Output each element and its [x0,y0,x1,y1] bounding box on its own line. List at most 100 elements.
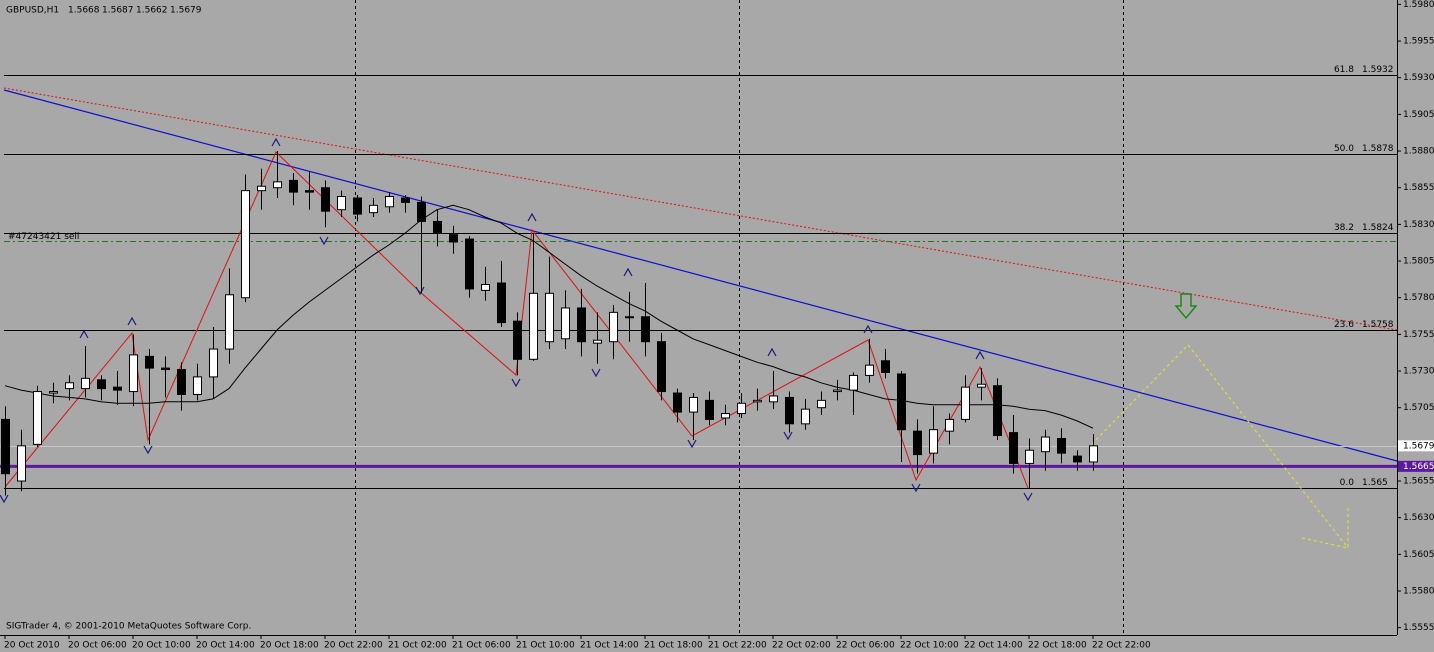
candle-body [913,430,922,456]
candle-body [1089,445,1098,463]
x-tick-label: 20 Oct 2010 [4,641,60,651]
fractal-down [415,286,425,296]
candle-body [193,376,202,395]
y-tick-label: 1.5855 [1403,183,1434,193]
candle-body [961,386,970,420]
candle-body [1041,436,1050,453]
fractal-up [527,212,537,222]
chart-title: GBPUSD,H1 [6,6,59,16]
fib-ratio: 38.2 [1334,223,1354,233]
x-tick-label: 22 Oct 10:00 [900,641,959,651]
y-tick-label: 1.5980 [1403,0,1434,10]
candle-body [641,316,650,343]
x-tick-label: 20 Oct 06:00 [68,641,127,651]
x-tick-label: 21 Oct 10:00 [516,641,575,651]
candle-body [689,396,698,413]
fractal-down [591,368,601,378]
candle-body [801,408,810,425]
fib-price: 1.565 [1362,478,1388,488]
trend-line [3,89,1398,462]
x-tick-label: 21 Oct 02:00 [388,641,447,651]
y-tick-label: 1.5605 [1403,550,1434,560]
candle-body [401,197,410,203]
x-tick-label: 22 Oct 06:00 [836,641,895,651]
candle-body [769,395,778,403]
fib-price: 1.5878 [1362,144,1394,154]
candle-body [497,282,506,324]
candle-body [897,373,906,431]
x-tick-label: 21 Oct 22:00 [708,641,767,651]
x-tick-label: 22 Oct 22:00 [1092,641,1151,651]
ohlc-open: 1.5668 [68,6,100,16]
candle-body [561,307,570,340]
fractal-down [143,445,153,455]
current-price-box [1398,440,1434,452]
fractal-up [127,316,137,326]
copyright: SIGTrader 4, © 2001-2010 MetaQuotes Soft… [6,622,251,632]
ohlc-high: 1.5687 [102,6,134,16]
plot [0,75,1397,489]
order-label: #47243421 sell [8,232,79,242]
fractal-up [271,137,281,147]
x-tick-label: 20 Oct 22:00 [324,641,383,651]
fib-ratio: 61.8 [1334,65,1354,75]
candle-body [145,355,154,369]
candle-body [273,181,282,189]
fractal-up [79,329,89,339]
candle-body [721,413,730,419]
candle-body [433,220,442,234]
x-tick-label: 21 Oct 14:00 [580,641,639,651]
ohlc-close: 1.5679 [170,6,202,16]
candle-body [49,391,58,394]
candle-body [481,284,490,291]
candle-body [257,185,266,192]
y-tick-label: 1.5780 [1403,293,1434,303]
fractal-arrows [0,137,1033,504]
candle-body [657,341,666,393]
fib-price: 1.5758 [1362,320,1394,330]
fractal-up [975,350,985,360]
candle-body [241,190,250,299]
candle-body [785,396,794,425]
fib-ratio: 23.6 [1334,320,1354,330]
y-tick-label: 1.5805 [1403,257,1434,267]
level-price-label: 1.5665 [1403,462,1434,472]
candle-body [417,201,426,222]
candle-body [753,399,762,403]
y-tick-label: 1.5555 [1403,623,1434,633]
candle-body [673,392,682,413]
candle-body [177,369,186,395]
candle-body [705,399,714,420]
fractal-down [511,378,521,388]
fib-price: 1.5824 [1362,223,1394,233]
candle-body [321,187,330,212]
candle-body [1073,455,1082,463]
ohlc-low: 1.5662 [136,6,168,16]
candle-body [1,418,10,475]
candle-body [945,418,954,432]
candle-body [1009,432,1018,464]
candle-body [849,374,858,391]
candle-body [225,294,234,350]
candle-body [609,311,618,343]
y-tick-label: 1.5930 [1403,73,1434,83]
fractal-up [767,347,777,357]
fractal-up [623,267,633,277]
candle-body [929,429,938,454]
candle-body [113,386,122,391]
y-tick-label: 1.5905 [1403,110,1434,120]
y-tick-label: 1.5655 [1403,477,1434,487]
x-tick-label: 20 Oct 18:00 [260,641,319,651]
candle-body [993,385,1002,437]
y-tick-label: 1.5880 [1403,147,1434,157]
candle-body [881,360,890,373]
projection-head [1301,508,1349,549]
candle-body [529,292,538,360]
x-tick-label: 21 Oct 18:00 [644,641,703,651]
candle-body [833,389,842,393]
candle-body [385,196,394,208]
day-separators [355,0,1124,635]
candle-body [353,197,362,215]
